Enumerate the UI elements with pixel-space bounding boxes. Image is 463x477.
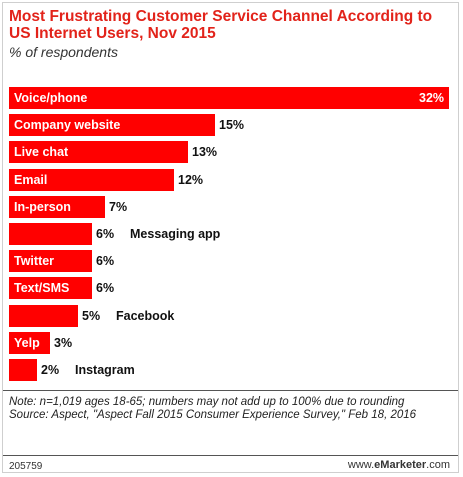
brand-suffix: .com — [426, 459, 450, 471]
brand-link[interactable]: www.eMarketer.com — [348, 459, 450, 471]
brand-name: eMarketer — [374, 459, 427, 471]
chart-subtitle: % of respondents — [9, 44, 118, 60]
category-label-voice-phone: Voice/phone — [14, 91, 88, 105]
chart-card: Most Frustrating Customer Service Channe… — [2, 2, 459, 473]
plot-area: Voice/phone 32% Company website 15% Live cha… — [9, 87, 453, 387]
footer-separator — [3, 455, 458, 456]
value-label-facebook: 5% — [82, 309, 101, 323]
value-label-messaging-app: 6% — [96, 227, 115, 241]
chart-title: Most Frustrating Customer Service Channe… — [9, 8, 433, 42]
category-label-text-sms: Text/SMS — [14, 281, 70, 295]
bar-text-sms — [9, 277, 92, 299]
value-label-email: 12% — [178, 173, 204, 187]
value-label-yelp: 3% — [54, 336, 73, 350]
value-label-in-person: 7% — [109, 200, 128, 214]
bar-voice-phone — [9, 87, 449, 109]
value-label-live-chat: 13% — [192, 145, 218, 159]
category-label-facebook: Facebook — [116, 309, 175, 323]
bar-email — [9, 169, 174, 191]
value-label-text-sms: 6% — [96, 281, 115, 295]
category-label-live-chat: Live chat — [14, 145, 69, 159]
bar-messaging-app — [9, 223, 92, 245]
chart-id: 205759 — [9, 461, 43, 472]
note-text: Note: n=1,019 ages 18-65; numbers may no… — [9, 396, 405, 408]
bar-yelp — [9, 332, 50, 354]
chart-notes: Note: n=1,019 ages 18-65; numbers may no… — [9, 396, 449, 422]
bar-instagram — [9, 359, 37, 381]
bar-twitter — [9, 250, 92, 272]
bar-live-chat — [9, 141, 188, 163]
category-label-email: Email — [14, 173, 48, 187]
category-label-twitter: Twitter — [14, 254, 55, 268]
value-label-instagram: 2% — [41, 363, 60, 377]
value-label-company-website: 15% — [219, 118, 245, 132]
bar-in-person — [9, 196, 105, 218]
bar-company-website — [9, 114, 215, 136]
source-text: Source: Aspect, "Aspect Fall 2015 Consum… — [9, 409, 417, 421]
value-label-voice-phone: 32% — [419, 91, 445, 105]
category-label-in-person: In-person — [14, 200, 71, 214]
category-label-messaging-app: Messaging app — [130, 227, 221, 241]
note-separator — [3, 390, 458, 391]
brand-prefix: www. — [347, 459, 375, 471]
bar-facebook — [9, 305, 78, 327]
category-label-instagram: Instagram — [75, 363, 135, 377]
category-label-company-website: Company website — [14, 118, 121, 132]
category-label-yelp: Yelp — [14, 336, 40, 350]
value-label-twitter: 6% — [96, 254, 115, 268]
